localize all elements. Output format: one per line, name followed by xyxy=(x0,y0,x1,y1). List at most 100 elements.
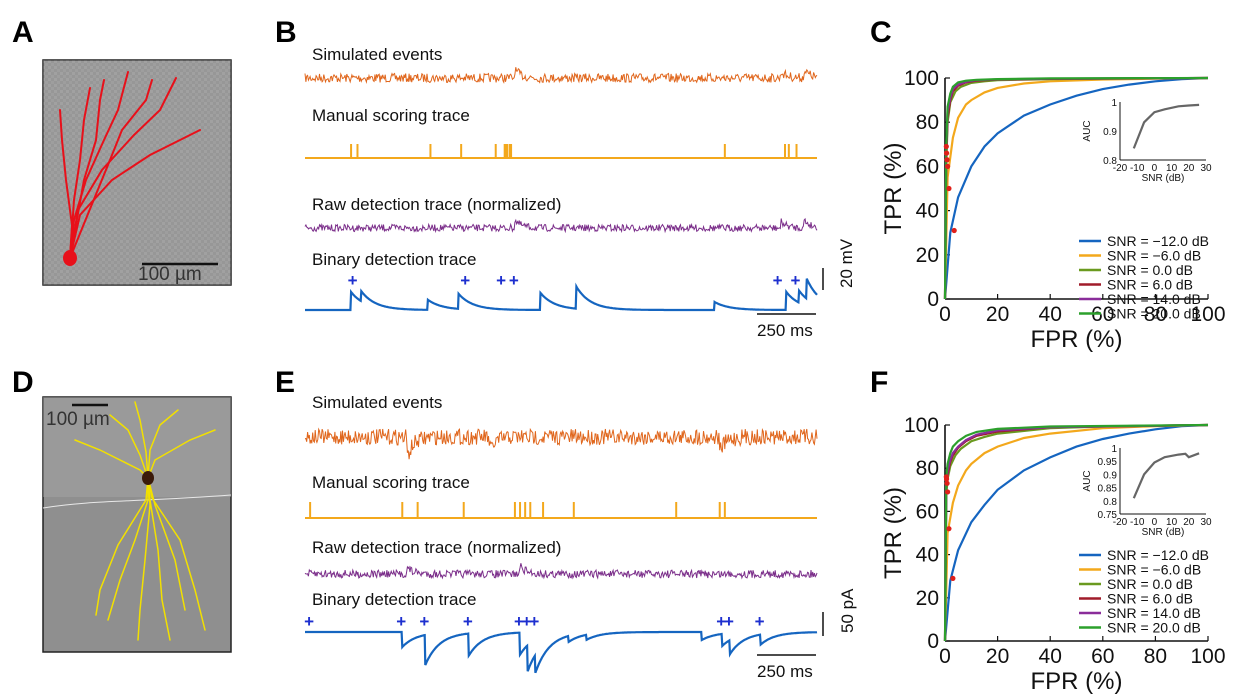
roc-f-inset-y-tick-1: 0.8 xyxy=(1103,497,1117,508)
simulated-events-trace-e xyxy=(304,427,818,460)
dendrite-0 xyxy=(109,414,149,479)
micrograph-d: 100 µm xyxy=(42,396,232,653)
dendrite-6 xyxy=(69,79,153,259)
scale-v-b: 20 mV xyxy=(837,238,856,288)
roc-c-legend-label-5: SNR = 20.0 dB xyxy=(1107,306,1201,322)
roc-f-series-1 xyxy=(943,423,1209,642)
detection-b-marker-1: + xyxy=(460,271,470,290)
roc-c-x-tick-40: 40 xyxy=(1039,303,1062,326)
dendrite-4 xyxy=(59,109,74,259)
dendrite-7 xyxy=(147,477,206,631)
detection-e-marker-6: + xyxy=(529,612,539,631)
roc-f-series-0 xyxy=(943,423,1209,642)
roc-c-y-tick-40: 40 xyxy=(916,200,939,223)
roc-f-x-tick-80: 80 xyxy=(1144,645,1167,668)
scale-t-b: 250 ms xyxy=(757,321,813,340)
micrograph-a: 100 µm xyxy=(42,59,232,286)
detection-b-marker-0: + xyxy=(348,271,358,290)
roc-f-y-label: TPR (%) xyxy=(880,487,907,579)
roc-f-y-tick-40: 40 xyxy=(916,544,939,567)
neuron-a xyxy=(59,71,201,266)
roc-c-operating-point-5 xyxy=(943,143,949,150)
trace-title-e-binary: Binary detection trace xyxy=(312,590,476,609)
roc-c-series-0 xyxy=(943,76,1209,300)
detection-e-marker-1: + xyxy=(396,612,406,631)
roc-f-operating-point-5 xyxy=(943,474,949,480)
roc-f-inset-y-tick-4: 0.95 xyxy=(1098,457,1118,468)
roc-c-y-label: TPR (%) xyxy=(880,143,907,235)
roc-c-operating-point-2 xyxy=(945,163,951,169)
roc-f-inset-y-tick-0: 0.75 xyxy=(1098,510,1118,521)
trace-title-e-raw: Raw detection trace (normalized) xyxy=(312,538,561,557)
roc-c-inset-x-tick-5: 30 xyxy=(1200,163,1212,174)
roc-c-legend-label-0: SNR = −12.0 dB xyxy=(1107,233,1209,249)
roc-f-legend-label-4: SNR = 14.0 dB xyxy=(1107,605,1201,621)
dendrite-8 xyxy=(95,477,149,616)
roc-c-legend-label-1: SNR = −6.0 dB xyxy=(1107,248,1201,264)
detection-b-marker-3: + xyxy=(509,271,519,290)
roc-c-inset-x-tick-2: 0 xyxy=(1152,163,1158,174)
scale-label-d: 100 µm xyxy=(46,409,110,430)
roc-f-operating-point-2 xyxy=(945,489,951,495)
roc-f-legend-label-5: SNR = 20.0 dB xyxy=(1107,620,1201,636)
panel-letter-e: E xyxy=(275,366,295,399)
roc-f-inset-x-tick-5: 30 xyxy=(1200,517,1212,528)
roc-c-y-tick-20: 20 xyxy=(916,244,939,267)
detection-e-marker-3: + xyxy=(463,612,473,631)
roc-f-y-tick-0: 0 xyxy=(927,630,939,653)
dendrite-9 xyxy=(137,477,151,641)
detection-b-marker-2: + xyxy=(496,271,506,290)
roc-f-x-tick-100: 100 xyxy=(1190,645,1225,668)
roc-c-x-tick-60: 60 xyxy=(1091,303,1114,326)
roc-c-y-tick-80: 80 xyxy=(916,111,939,134)
detection-e-marker-8: + xyxy=(724,612,734,631)
scale-v-e: 50 pA xyxy=(838,588,857,633)
roc-f-x-tick-60: 60 xyxy=(1091,645,1114,668)
roc-f-legend-label-1: SNR = −6.0 dB xyxy=(1107,562,1201,578)
detection-e-marker-0: + xyxy=(304,612,314,631)
roc-f-y-tick-80: 80 xyxy=(916,457,939,480)
roc-c-inset-x-tick-1: -10 xyxy=(1130,163,1145,174)
scale-t-e: 250 ms xyxy=(757,662,813,681)
roc-f-inset-x-tick-1: -10 xyxy=(1130,517,1145,528)
roc-f-inset-y-label: AUC xyxy=(1082,470,1093,491)
dendrite-3 xyxy=(147,429,216,479)
dendrite-3 xyxy=(69,129,201,259)
roc-f-legend-label-2: SNR = 0.0 dB xyxy=(1107,576,1193,592)
roc-c-inset-x-tick-0: -20 xyxy=(1113,163,1128,174)
dendrite-2 xyxy=(134,401,149,479)
panel-b-traces: Simulated events Manual scoring trace Ra… xyxy=(304,45,856,340)
roc-f-x-label: FPR (%) xyxy=(1031,668,1123,694)
roc-f-legend-label-3: SNR = 6.0 dB xyxy=(1107,591,1193,607)
roc-c-x-label: FPR (%) xyxy=(1031,326,1123,353)
roc-c-x-tick-100: 100 xyxy=(1190,303,1225,326)
roc-c-x-tick-0: 0 xyxy=(939,303,951,326)
detection-markers-b: + + + + + + xyxy=(348,271,801,290)
trace-title-b-manual: Manual scoring trace xyxy=(312,106,470,125)
roc-c-x-tick-80: 80 xyxy=(1144,303,1167,326)
roc-f-y-tick-100: 100 xyxy=(904,414,939,437)
roc-f-inset-x-tick-0: -20 xyxy=(1113,517,1128,528)
roc-c-inset-y-label: AUC xyxy=(1082,120,1093,141)
detection-e-marker-7: + xyxy=(716,612,726,631)
panel-e-traces: Simulated events Manual scoring trace Ra… xyxy=(304,393,857,681)
simulated-events-trace-b xyxy=(304,67,818,84)
binary-detection-trace-b xyxy=(305,278,818,312)
roc-c-inset-x-label: SNR (dB) xyxy=(1142,173,1185,184)
roc-f-x-tick-40: 40 xyxy=(1039,645,1062,668)
trace-title-b-sim: Simulated events xyxy=(312,45,442,64)
roc-f-y-tick-60: 60 xyxy=(916,500,939,523)
neuron-d xyxy=(74,401,216,641)
trace-title-e-sim: Simulated events xyxy=(312,393,442,412)
roc-f-x-tick-20: 20 xyxy=(986,645,1009,668)
dendrite-1 xyxy=(147,409,179,479)
roc-f-inset-x-tick-4: 20 xyxy=(1183,517,1195,528)
dendrite-10 xyxy=(147,477,186,611)
soma-a xyxy=(63,250,77,266)
roc-f-operating-point-3 xyxy=(944,480,950,486)
trace-title-e-manual: Manual scoring trace xyxy=(312,473,470,492)
roc-f-y-tick-20: 20 xyxy=(916,587,939,610)
roc-c-inset-y-tick-2: 1 xyxy=(1111,98,1117,109)
panel-letter-c: C xyxy=(870,16,892,49)
